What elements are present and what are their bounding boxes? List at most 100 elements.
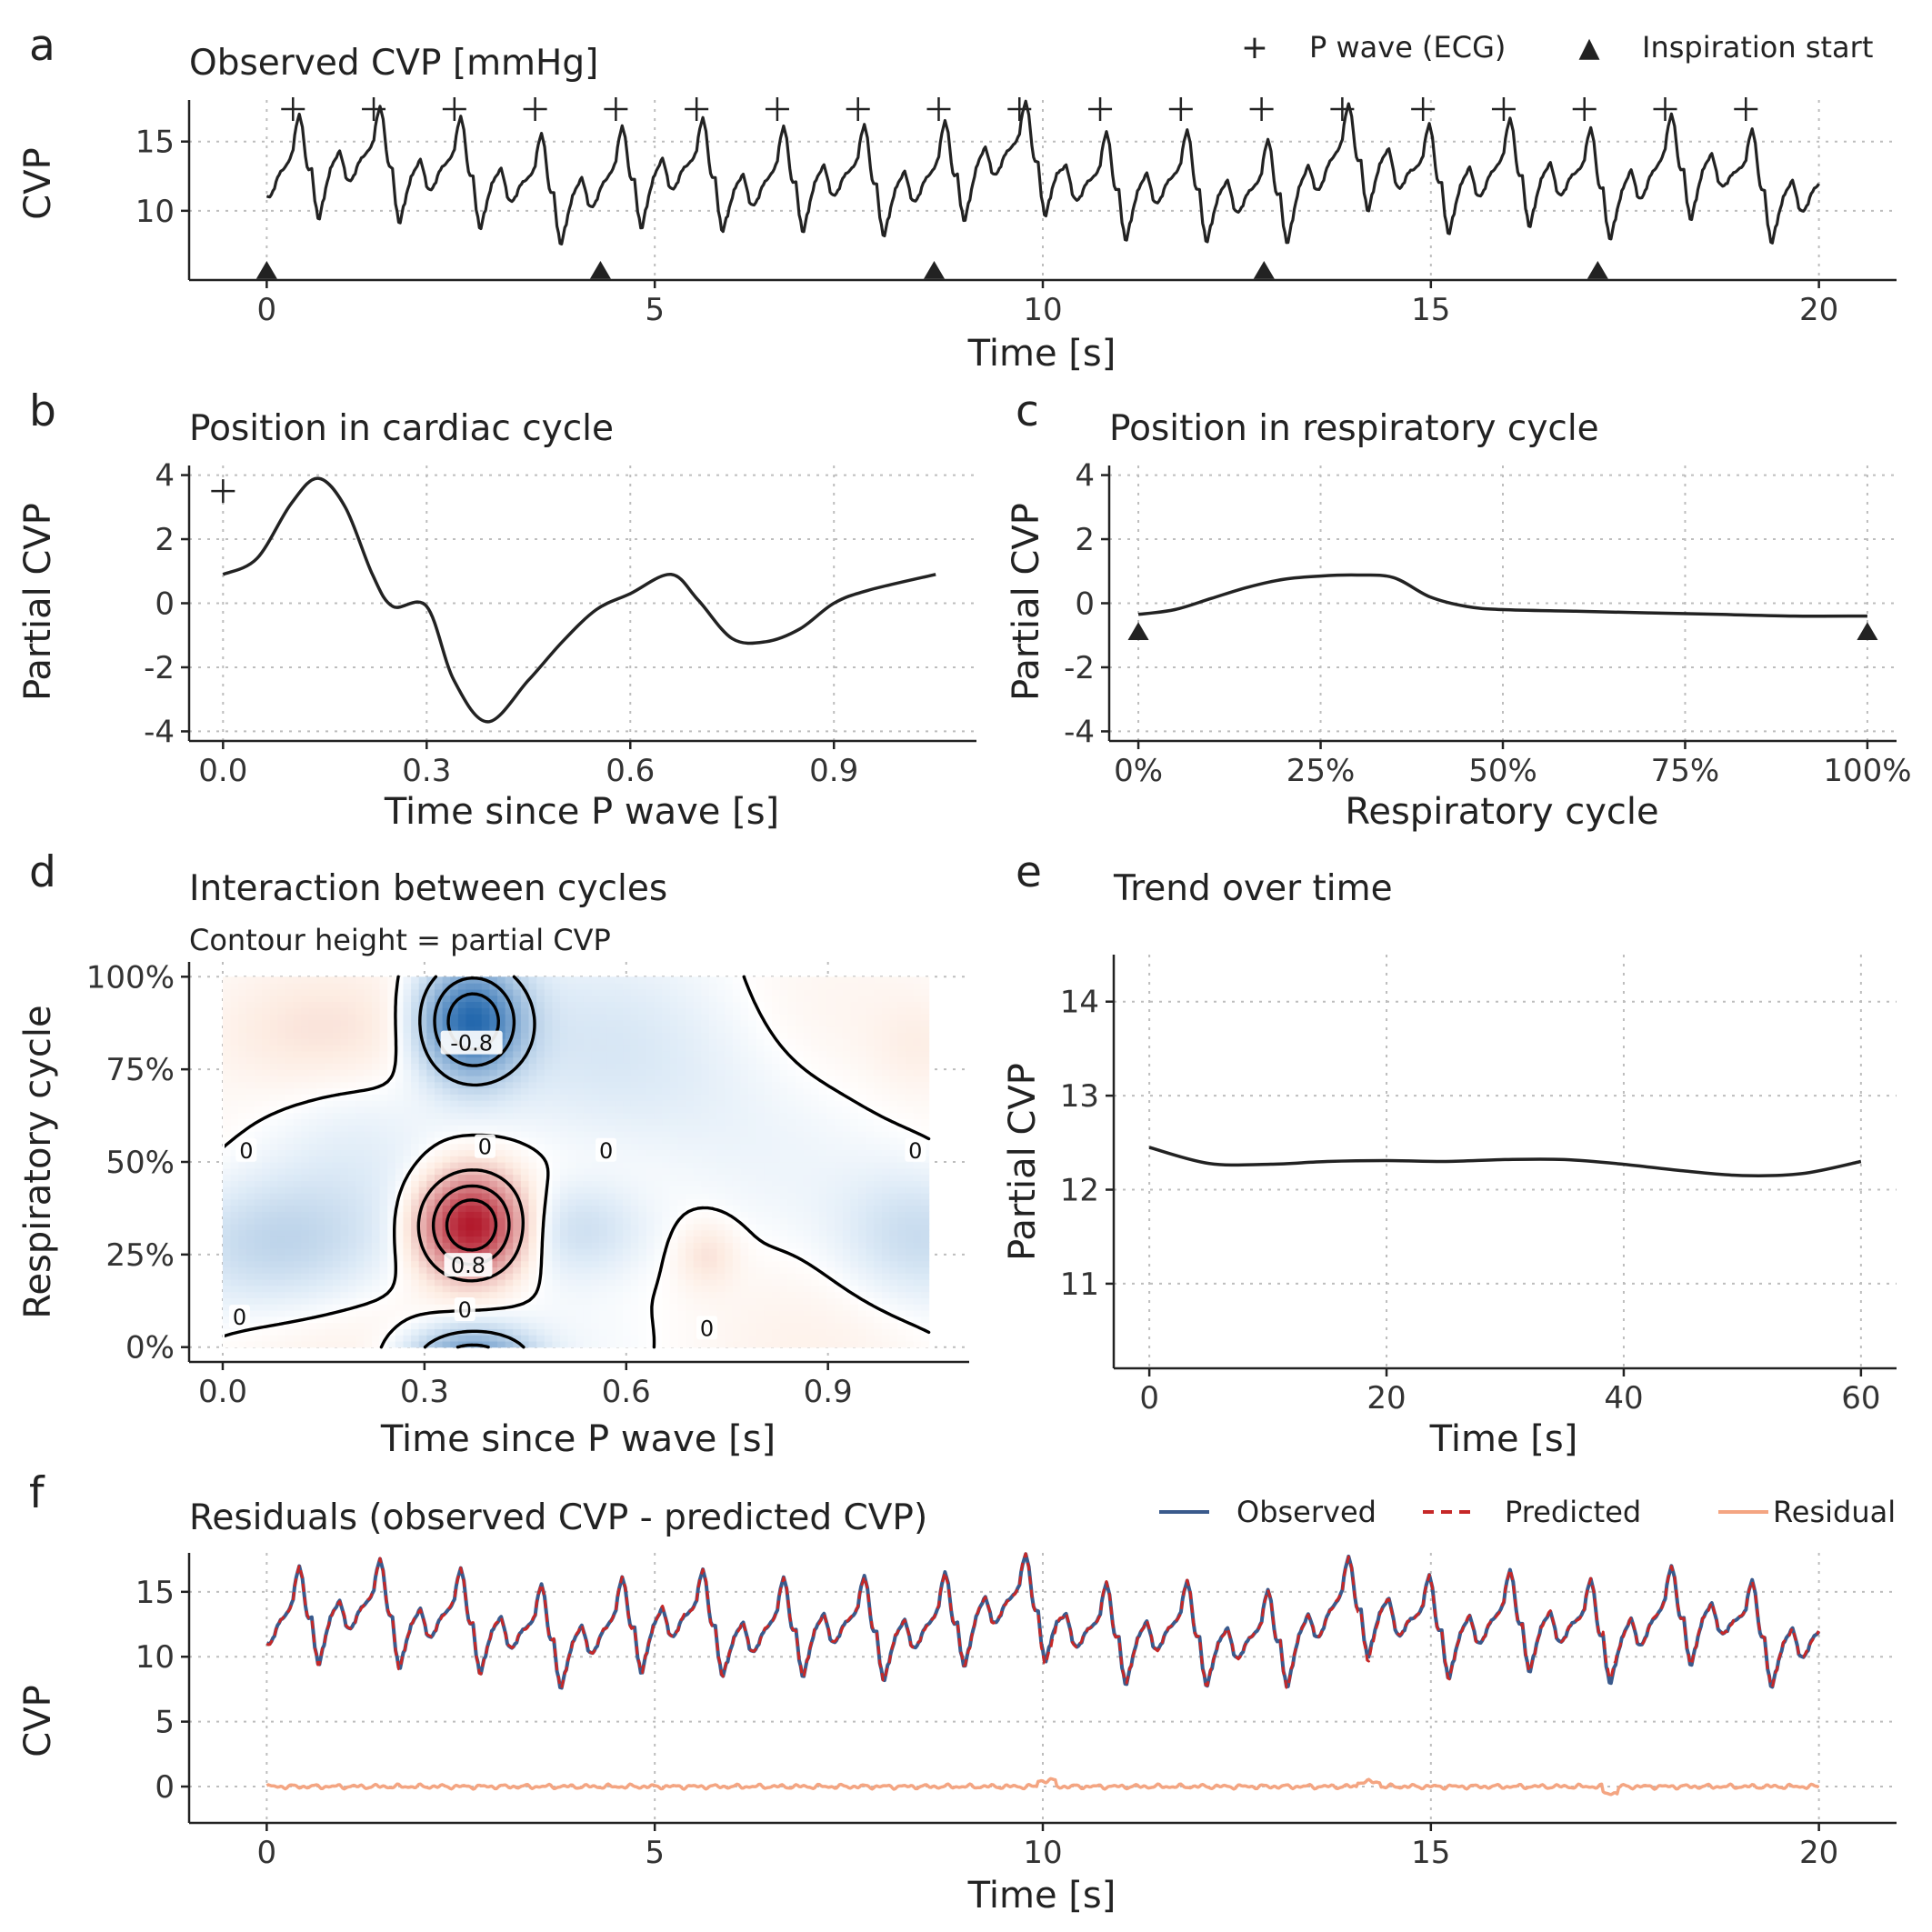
panel-c-inspiration-marker [1127, 622, 1149, 641]
panel-d-heat-cell [528, 1260, 537, 1268]
panel-d-heat-cell [379, 1273, 388, 1280]
panel-d-heat-cell [686, 1211, 695, 1218]
panel-d-heat-cell [560, 1322, 569, 1329]
panel-d-heat-cell [395, 995, 405, 1003]
panel-d-heat-cell [426, 1149, 435, 1156]
panel-a-pwave-marker [523, 97, 547, 121]
panel-d-heat-cell [238, 1032, 247, 1039]
panel-d-heat-cell [379, 1032, 388, 1039]
panel-d-heat-cell [474, 1211, 483, 1218]
panel-d-heat-cell [450, 1081, 459, 1089]
panel-d-heat-cell [316, 1211, 325, 1218]
panel-d-heat-cell [489, 1266, 498, 1274]
panel-d-heat-cell [662, 1118, 671, 1126]
panel-d-heat-cell [269, 1335, 278, 1342]
panel-d-heat-cell [826, 1198, 836, 1206]
panel-d-heat-cell [795, 1094, 805, 1101]
panel-d-heat-cell [222, 1044, 232, 1052]
panel-d-heat-cell [583, 1322, 593, 1329]
panel-d-heat-cell [528, 1192, 537, 1200]
panel-d-heat-cell [818, 995, 828, 1003]
panel-d-heat-cell [505, 1316, 514, 1324]
panel-d-heat-cell [795, 1297, 805, 1305]
panel-d-heat-cell [552, 1001, 561, 1008]
panel-d-heat-cell [332, 1063, 342, 1070]
panel-d-heat-cell [835, 1192, 844, 1200]
panel-d-heat-cell [740, 1304, 749, 1311]
panel-d-heat-cell [301, 1026, 310, 1034]
panel-d-heat-cell [677, 1186, 686, 1194]
panel-d-heat-cell [364, 1019, 373, 1027]
panel-d-heat-cell [340, 1026, 349, 1034]
panel-d-heat-cell [567, 1254, 576, 1262]
panel-d-heat-cell [615, 1285, 624, 1293]
panel-d-heat-cell [450, 1316, 459, 1324]
panel-d-heat-cell [748, 1340, 757, 1348]
panel-d-heat-cell [254, 1069, 263, 1076]
panel-d-heat-cell [245, 1106, 255, 1114]
panel-d-heat-cell [725, 976, 734, 984]
panel-d-heat-cell [293, 1285, 302, 1293]
panel-d-heat-cell [693, 1032, 702, 1039]
panel-d-heat-cell [583, 1019, 593, 1027]
panel-d-heat-cell [497, 1223, 506, 1231]
panel-d-heat-cell [787, 1100, 796, 1107]
panel-d-heat-cell [340, 1131, 349, 1138]
panel-d-heat-cell [709, 1223, 718, 1231]
panel-d-heat-cell [560, 1106, 569, 1114]
panel-d-heat-cell [434, 1056, 444, 1064]
panel-d-heat-cell [222, 1094, 232, 1101]
panel-d-heat-cell [740, 1335, 749, 1342]
panel-d-heat-cell [505, 1266, 514, 1274]
panel-d-heat-cell [262, 976, 271, 984]
panel-d-heat-cell [576, 1223, 585, 1231]
panel-d-heat-cell [513, 1340, 522, 1348]
panel-d-heat-cell [520, 1087, 530, 1095]
panel-d-heat-cell [316, 1335, 325, 1342]
panel-d-heat-cell [615, 1266, 624, 1274]
panel-d-heat-cell [230, 1001, 239, 1008]
panel-d-heat-cell [662, 1316, 671, 1324]
panel-d-heat-cell [465, 1014, 475, 1021]
panel-d-heat-cell [332, 1304, 342, 1311]
panel-d-heat-cell [340, 1198, 349, 1206]
panel-d-heat-cell [434, 1075, 444, 1083]
panel-d-heat-cell [254, 1050, 263, 1058]
panel-d-heat-cell [316, 1180, 325, 1187]
panel-d-heat-cell [630, 1335, 639, 1342]
panel-d-heat-cell [222, 1248, 232, 1256]
panel-d-heat-cell [654, 1149, 663, 1156]
panel-d-heat-cell [693, 1340, 702, 1348]
panel-d-heat-cell [835, 1118, 844, 1126]
panel-d-ytick-label: 50% [105, 1145, 175, 1181]
panel-d-heat-cell [285, 1279, 295, 1286]
panel-d-heat-cell [787, 1273, 796, 1280]
panel-d-heat-cell [348, 1236, 357, 1243]
panel-d-heat-cell [654, 1291, 663, 1298]
panel-d-heat-cell [262, 1143, 271, 1151]
panel-d-heat-cell [293, 1328, 302, 1336]
panel-d-heat-cell [638, 1236, 647, 1243]
panel-d-heat-cell [528, 1149, 537, 1156]
panel-d-heat-cell [567, 1304, 576, 1311]
panel-d-heat-cell [701, 1174, 710, 1181]
panel-d-heat-cell [654, 1106, 663, 1114]
panel-d-heat-cell [403, 1087, 412, 1095]
panel-d-heat-cell [222, 1063, 232, 1070]
panel-d-heat-cell [442, 1106, 451, 1114]
panel-d-heat-cell [355, 988, 365, 996]
panel-d-heat-cell [481, 1335, 490, 1342]
panel-d-heat-cell [316, 1044, 325, 1052]
panel-d-heat-cell [308, 1038, 318, 1046]
panel-d-heat-cell [725, 1309, 734, 1317]
panel-d-heat-cell [818, 1050, 828, 1058]
panel-d-heat-cell [520, 1285, 530, 1293]
panel-d-heat-cell [835, 1279, 844, 1286]
panel-d-heat-cell [474, 1291, 483, 1298]
panel-d-heat-cell [364, 1211, 373, 1218]
panel-d-heat-cell [474, 1285, 483, 1293]
panel-d-heat-cell [772, 1007, 781, 1015]
panel-d-heat-cell [686, 976, 695, 984]
panel-d-heat-cell [308, 1118, 318, 1126]
panel-d-heat-cell [638, 1217, 647, 1225]
